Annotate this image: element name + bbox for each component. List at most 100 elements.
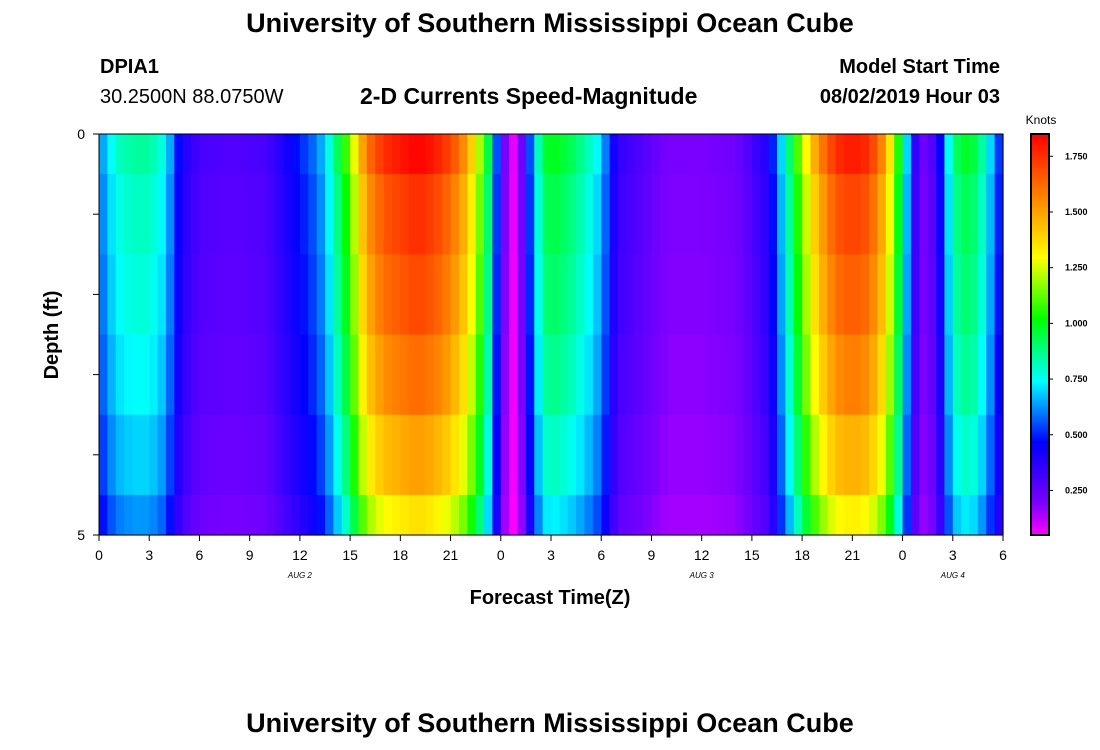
heatmap-cell [818, 254, 828, 336]
heatmap-cell [977, 254, 987, 336]
heatmap-cell [157, 134, 167, 175]
heatmap-cell [433, 494, 443, 536]
heatmap-cell [525, 134, 535, 175]
heatmap-cell [115, 494, 125, 536]
heatmap-cell [760, 494, 770, 536]
heatmap-cell [383, 174, 393, 255]
heatmap-cell [718, 414, 728, 496]
heatmap-cell [308, 334, 318, 416]
heatmap-cell [927, 334, 937, 416]
heatmap-cell [500, 334, 510, 416]
heatmap-cell [500, 134, 510, 175]
heatmap-cell [860, 254, 870, 336]
heatmap-cell [366, 414, 376, 496]
heatmap-cell [684, 254, 694, 336]
heatmap-cell [199, 254, 209, 336]
heatmap-cell [425, 494, 435, 536]
heatmap-cell [140, 174, 150, 255]
heatmap-cell [149, 334, 159, 416]
heatmap-cell [140, 414, 150, 496]
heatmap-cell [668, 334, 678, 416]
heatmap-cell [258, 414, 268, 496]
heatmap-cell [843, 334, 853, 416]
heatmap-cell [986, 334, 996, 416]
heatmap-cell [274, 174, 284, 255]
heatmap-cell [584, 134, 594, 175]
colorbar-tick-label: 1.750 [1065, 151, 1088, 161]
heatmap-cell [492, 174, 502, 255]
heatmap-cell [617, 174, 627, 255]
heatmap-cell [350, 134, 360, 175]
heatmap-cell [969, 334, 979, 416]
heatmap-cell [751, 494, 761, 536]
heatmap-cell [785, 334, 795, 416]
heatmap-cell [977, 334, 987, 416]
heatmap-cell [609, 254, 619, 336]
heatmap-cell [99, 414, 108, 496]
heatmap-cell [952, 494, 962, 536]
heatmap-cell [693, 494, 703, 536]
heatmap-cell [559, 174, 569, 255]
heatmap-cell [827, 334, 837, 416]
heatmap-cell [140, 494, 150, 536]
heatmap-cell [760, 414, 770, 496]
heatmap-cell [458, 494, 468, 536]
heatmap-cell [718, 254, 728, 336]
heatmap-cell [793, 134, 803, 175]
heatmap-cell [910, 414, 920, 496]
heatmap-cell [777, 414, 786, 496]
heatmap-cell [124, 254, 134, 336]
heatmap-cell [634, 334, 644, 416]
x-tick-label: 6 [196, 547, 204, 563]
heatmap-cell [659, 134, 669, 175]
heatmap-cell [450, 334, 460, 416]
heatmap-cell [576, 414, 586, 496]
heatmap-cell [651, 254, 661, 336]
heatmap-cell [458, 334, 468, 416]
heatmap-cell [182, 334, 192, 416]
heatmap-cell [835, 254, 845, 336]
heatmap-cell [592, 134, 602, 175]
heatmap-cell [509, 174, 519, 255]
heatmap-cell [969, 494, 979, 536]
x-tick-label: 6 [597, 547, 605, 563]
heatmap-cell [609, 414, 619, 496]
heatmap-cell [952, 174, 962, 255]
heatmap-cell [986, 254, 996, 336]
heatmap-cell [450, 414, 460, 496]
heatmap-cell [433, 254, 443, 336]
x-tick-label: 18 [393, 547, 409, 563]
heatmap-cell [743, 414, 753, 496]
heatmap-cell [676, 334, 686, 416]
heatmap-cell [835, 134, 845, 175]
heatmap-cell [291, 174, 301, 255]
heatmap-cell [919, 334, 929, 416]
station-coordinates: 30.2500N 88.0750W [100, 86, 284, 108]
heatmap-cell [107, 334, 117, 416]
heatmap-cell [894, 494, 904, 536]
heatmap-cell [107, 134, 117, 175]
heatmap-cell [165, 334, 175, 416]
heatmap-cell [726, 494, 736, 536]
heatmap-cell [283, 334, 293, 416]
heatmap-cell [274, 494, 284, 536]
heatmap-cell [425, 134, 435, 175]
heatmap-cell [500, 494, 510, 536]
heatmap-cell [291, 254, 301, 336]
heatmap-cell [174, 174, 184, 255]
heatmap-cell [902, 174, 912, 255]
x-tick-label: 3 [949, 547, 957, 563]
heatmap-cell [818, 134, 828, 175]
heatmap-cell [358, 134, 368, 175]
heatmap-cell [902, 134, 912, 175]
heatmap-cell [952, 334, 962, 416]
heatmap-cell [391, 254, 401, 336]
heatmap-cell [341, 414, 351, 496]
heatmap-cell [551, 414, 560, 496]
heatmap-cell [534, 414, 544, 496]
heatmap-cell [969, 414, 979, 496]
heatmap-cell [467, 174, 477, 255]
heatmap-cell [894, 414, 904, 496]
heatmap-cell [350, 174, 360, 255]
heatmap-cell [986, 414, 996, 496]
